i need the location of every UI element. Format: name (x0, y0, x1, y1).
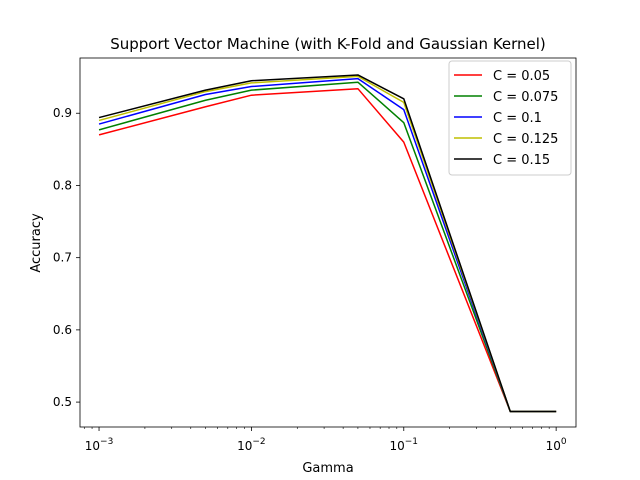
x-tick-label-2: 10−2 (237, 437, 266, 453)
y-tick-label-2: 0.6 (53, 323, 72, 337)
plot-frame (79, 57, 577, 428)
y-tick-label-5: 0.9 (53, 106, 72, 120)
legend: C = 0.05 C = 0.075 C = 0.1 C = 0.125 C = 0.1… (448, 60, 572, 176)
x-tick-label-4: 100 (546, 437, 567, 453)
legend-label-4: C = 0.125 (493, 132, 558, 147)
legend-label-5: C = 0.15 (493, 153, 550, 168)
series-line-5 (98, 74, 557, 413)
x-tick-label-3: 10−1 (389, 437, 418, 453)
y-tick-label-4: 0.8 (53, 178, 72, 192)
x-tick-label-1: 10−3 (85, 437, 114, 453)
y-axis-label: Accuracy (29, 213, 44, 273)
chart-title: Support Vector Machine (with K-Fold and … (110, 35, 546, 53)
axes-layer: 0.5 0.6 0.7 0.8 0.9 10−3 10−2 10−1 100 (53, 57, 577, 453)
legend-label-2: C = 0.075 (493, 90, 558, 105)
legend-label-1: C = 0.05 (493, 69, 550, 84)
legend-label-3: C = 0.1 (493, 111, 542, 126)
y-tick-label-3: 0.7 (53, 251, 72, 265)
series-layer (98, 74, 557, 413)
legend-box (448, 60, 572, 176)
x-axis-label: Gamma (302, 461, 353, 476)
y-tick-label-1: 0.5 (53, 395, 72, 409)
